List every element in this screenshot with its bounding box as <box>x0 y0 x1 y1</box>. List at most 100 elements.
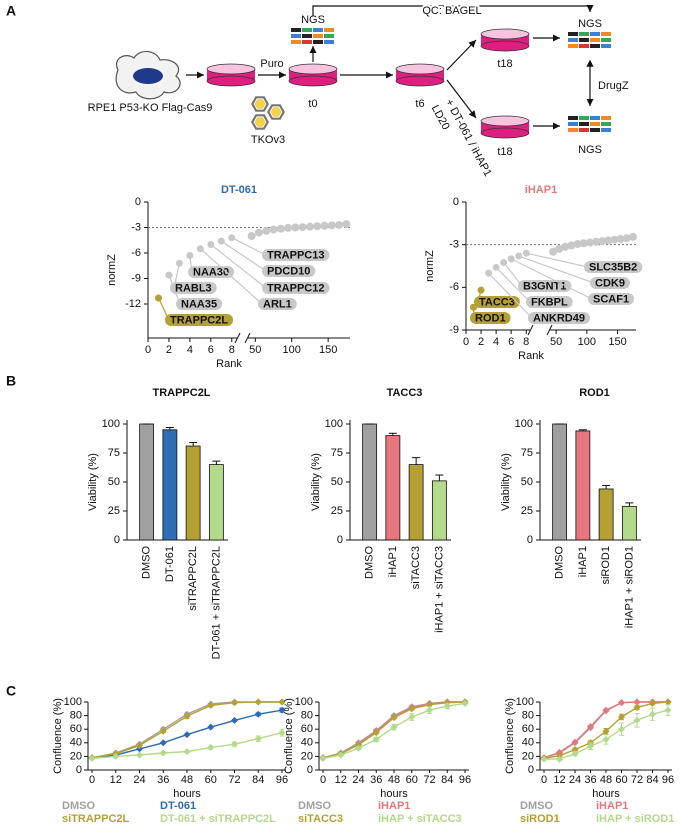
y-axis-label: normZ <box>106 254 118 286</box>
point <box>254 698 262 706</box>
background-point <box>573 239 582 248</box>
y-tick-label: 40 <box>301 737 313 749</box>
x-axis-label: Rank <box>216 358 242 370</box>
point <box>571 738 579 746</box>
hit-point <box>485 269 493 277</box>
ngs-icon <box>601 44 611 48</box>
hit-label: ANKRD49 <box>533 312 585 324</box>
panel-label: A <box>6 3 16 19</box>
leader-line <box>518 255 595 284</box>
leader-line <box>495 267 531 303</box>
hit-label-pill <box>262 282 330 294</box>
chart-title: iHAP1 <box>525 184 557 196</box>
point <box>664 698 672 706</box>
point <box>649 710 656 718</box>
dish-icon <box>480 40 530 52</box>
ngs-icon <box>590 32 600 36</box>
point <box>278 698 286 706</box>
chart-title: ROD1 <box>579 387 610 399</box>
ngs-icon <box>568 116 578 120</box>
point <box>355 744 362 752</box>
y-tick-label: 0 <box>135 196 141 208</box>
ngs-icon <box>568 128 578 132</box>
dish-icon <box>206 63 256 75</box>
x-tick-label: 60 <box>205 774 217 786</box>
point <box>602 735 610 743</box>
x-tick-label: 96 <box>459 774 471 786</box>
hit-point <box>492 263 500 271</box>
x-tick-label: 0 <box>145 344 151 356</box>
timepoint-label: t18 <box>497 146 512 158</box>
y-axis-label: Viability (%) <box>87 453 99 511</box>
x-tick-label: 84 <box>441 774 453 786</box>
background-point <box>616 234 625 243</box>
y-tick-label: 60 <box>70 723 82 735</box>
library-icon <box>269 106 283 118</box>
y-tick-label: -3 <box>449 239 459 251</box>
hit-label: RABL3 <box>175 282 212 294</box>
x-tick-label: 96 <box>276 774 288 786</box>
x-tick-label: 12 <box>553 774 565 786</box>
series-line <box>322 702 466 760</box>
hit-label-pill <box>588 293 635 305</box>
background-point <box>276 224 285 233</box>
x-tick-label: 36 <box>584 774 596 786</box>
dish-icon <box>395 75 445 87</box>
x-tick-label: 24 <box>352 774 364 786</box>
ngs-icon <box>590 128 600 132</box>
y-tick-label: 80 <box>522 710 534 722</box>
y-tick-label: 0 <box>528 764 534 776</box>
dish-icon <box>395 63 445 75</box>
ngs-icon <box>590 116 600 120</box>
background-point <box>592 237 601 246</box>
bar <box>431 480 447 541</box>
x-tick-label: 24 <box>133 774 145 786</box>
chart-title: TACC3 <box>387 387 423 399</box>
legend-entry: iHAP + siROD1 <box>596 813 674 825</box>
x-tick-label: siROD1 <box>600 546 612 585</box>
x-tick-label: 8 <box>523 336 529 348</box>
x-tick-label: 96 <box>662 774 674 786</box>
hit-label: ARL1 <box>263 298 292 310</box>
y-tick-label: -12 <box>125 298 141 310</box>
y-axis-label: Confluence (%) <box>283 698 295 774</box>
legend-entry: iHAP1 <box>596 800 628 812</box>
point <box>231 740 238 748</box>
x-tick-label: 100 <box>578 336 596 348</box>
background-point <box>335 220 344 229</box>
ngs-icon <box>590 44 600 48</box>
hit-point <box>207 241 215 248</box>
point <box>183 731 191 739</box>
selection-label: Puro <box>260 58 283 70</box>
hit-label-pill <box>528 312 590 324</box>
dish-icon <box>288 63 338 75</box>
background-point <box>622 234 631 243</box>
x-axis-label: hours <box>173 788 201 800</box>
background-point <box>254 228 263 237</box>
point <box>390 714 398 722</box>
treatment-label: + DT-061 / iHAP1 <box>443 97 494 178</box>
x-tick-label: iHAP1 + siTACC3 <box>433 546 445 633</box>
point <box>207 744 215 752</box>
dish-icon <box>480 28 530 40</box>
point <box>618 699 625 707</box>
x-axis-label: Rank <box>518 350 544 362</box>
y-tick-label: 75 <box>331 447 343 459</box>
dish-icon <box>480 115 530 127</box>
timepoint-label: t18 <box>497 58 512 70</box>
x-tick-label: DMSO <box>364 546 376 579</box>
hit-label-pill <box>262 249 330 261</box>
y-axis-label: Confluence (%) <box>52 698 64 774</box>
panel-label: B <box>6 373 16 389</box>
cell-line-label: RPE1 P53-KO Flag-Cas9 <box>88 102 213 114</box>
x-tick-label: 0 <box>89 774 95 786</box>
leader-line <box>199 248 263 305</box>
y-tick-label: 0 <box>114 534 120 546</box>
bar <box>621 505 637 541</box>
point <box>571 750 579 758</box>
y-tick-label: 25 <box>108 505 120 517</box>
schematic: RPE1 P53-KO Flag-Cas9 Puro TKOv3 NGS t0 … <box>88 3 629 179</box>
hit-label: ROD1 <box>475 312 506 324</box>
ngs-icon <box>291 28 301 32</box>
background-point <box>284 223 293 232</box>
